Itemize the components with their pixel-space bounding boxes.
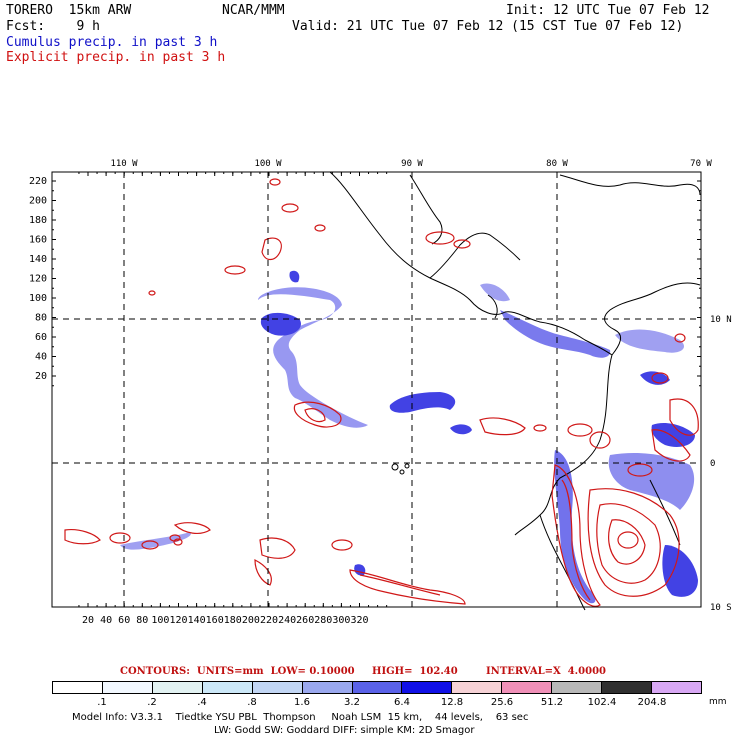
y-tick-label: 180 — [29, 215, 47, 226]
x-tick-label: 260 — [296, 615, 314, 626]
y-tick-label: 40 — [35, 352, 47, 363]
colorbar-label: .2 — [147, 697, 157, 708]
colorbar-swatch — [402, 682, 453, 693]
x-tick-label: 120 — [169, 615, 187, 626]
colorbar-label: 102.4 — [587, 697, 617, 708]
x-tick-label: 280 — [314, 615, 332, 626]
valid-time: Valid: 21 UTC Tue 07 Feb 12 (15 CST Tue … — [292, 19, 684, 34]
latitude-label: 10 N — [710, 315, 732, 325]
forecast-hour: Fcst: 9 h — [6, 19, 100, 34]
x-tick-label: 40 — [100, 615, 112, 626]
x-tick-label: 320 — [350, 615, 368, 626]
x-tick-label: 160 — [206, 615, 224, 626]
colorbar-swatch — [352, 682, 403, 693]
contour-units: CONTOURS: UNITS=mm LOW= 0.10000 — [120, 666, 355, 677]
latitude-label: 10 S — [710, 603, 732, 613]
init-time: Init: 12 UTC Tue 07 Feb 12 — [506, 3, 710, 18]
longitude-label: 90 W — [401, 159, 423, 169]
colorbar-swatch — [302, 682, 353, 693]
cumulus-shading — [120, 270, 698, 604]
y-tick-label: 60 — [35, 332, 47, 343]
colorbar-swatch — [652, 682, 701, 693]
colorbar-label: 51.2 — [540, 697, 564, 708]
colorbar-label: 3.2 — [344, 697, 360, 708]
colorbar-swatch — [252, 682, 303, 693]
longitude-label: 70 W — [690, 159, 712, 169]
colorbar-label: .8 — [247, 697, 257, 708]
colorbar-swatch — [202, 682, 253, 693]
x-tick-label: 80 — [136, 615, 148, 626]
colorbar-label: .1 — [97, 697, 107, 708]
colorbar-swatch — [152, 682, 203, 693]
cumulus-legend: Cumulus precip. in past 3 h — [6, 35, 218, 50]
y-tick-label: 200 — [29, 196, 47, 207]
latitude-label: 0 — [710, 459, 715, 469]
y-tick-label: 140 — [29, 254, 47, 265]
x-tick-label: 240 — [278, 615, 296, 626]
colorbar-label: 12.8 — [440, 697, 464, 708]
longitude-label: 110 W — [110, 159, 138, 169]
colorbar — [52, 681, 702, 694]
x-tick-label: 100 — [151, 615, 169, 626]
colorbar-label: 204.8 — [637, 697, 667, 708]
colorbar-swatch — [552, 682, 603, 693]
lat-lon-grid — [52, 172, 701, 607]
x-tick-label: 300 — [332, 615, 350, 626]
colorbar-swatch — [53, 682, 103, 693]
model-title: TORERO 15km ARW — [6, 3, 132, 18]
y-tick-label: 220 — [29, 176, 47, 187]
contour-interval: INTERVAL=X 4.0000 — [486, 666, 606, 677]
colorbar-label: 25.6 — [490, 697, 514, 708]
colorbar-swatch — [502, 682, 553, 693]
colorbar-label: 1.6 — [294, 697, 310, 708]
map-frame — [51, 171, 702, 608]
contour-high: HIGH= 102.40 — [372, 666, 458, 677]
y-tick-label: 160 — [29, 235, 47, 246]
colorbar-swatch — [602, 682, 653, 693]
explicit-contours — [64, 178, 699, 607]
x-tick-label: 200 — [242, 615, 260, 626]
y-tick-label: 100 — [29, 293, 47, 304]
y-tick-label: 20 — [35, 371, 47, 382]
colorbar-swatch — [452, 682, 503, 693]
y-tick-label: 120 — [29, 274, 47, 285]
x-tick-label: 180 — [224, 615, 242, 626]
x-tick-label: 140 — [188, 615, 206, 626]
colorbar-unit: mm — [709, 697, 727, 707]
coastlines — [329, 171, 701, 611]
org-label: NCAR/MMM — [222, 3, 285, 18]
x-tick-label: 60 — [118, 615, 130, 626]
physics-info: LW: Godd SW: Goddard DIFF: simple KM: 2D… — [214, 725, 475, 736]
y-tick-label: 80 — [35, 313, 47, 324]
colorbar-label: 6.4 — [394, 697, 410, 708]
colorbar-label: .4 — [197, 697, 207, 708]
model-info: Model Info: V3.3.1 Tiedtke YSU PBL Thomp… — [72, 712, 529, 723]
explicit-legend: Explicit precip. in past 3 h — [6, 50, 226, 65]
longitude-label: 100 W — [254, 159, 282, 169]
colorbar-swatch — [102, 682, 153, 693]
x-tick-label: 220 — [260, 615, 278, 626]
x-tick-label: 20 — [82, 615, 94, 626]
longitude-label: 80 W — [546, 159, 568, 169]
